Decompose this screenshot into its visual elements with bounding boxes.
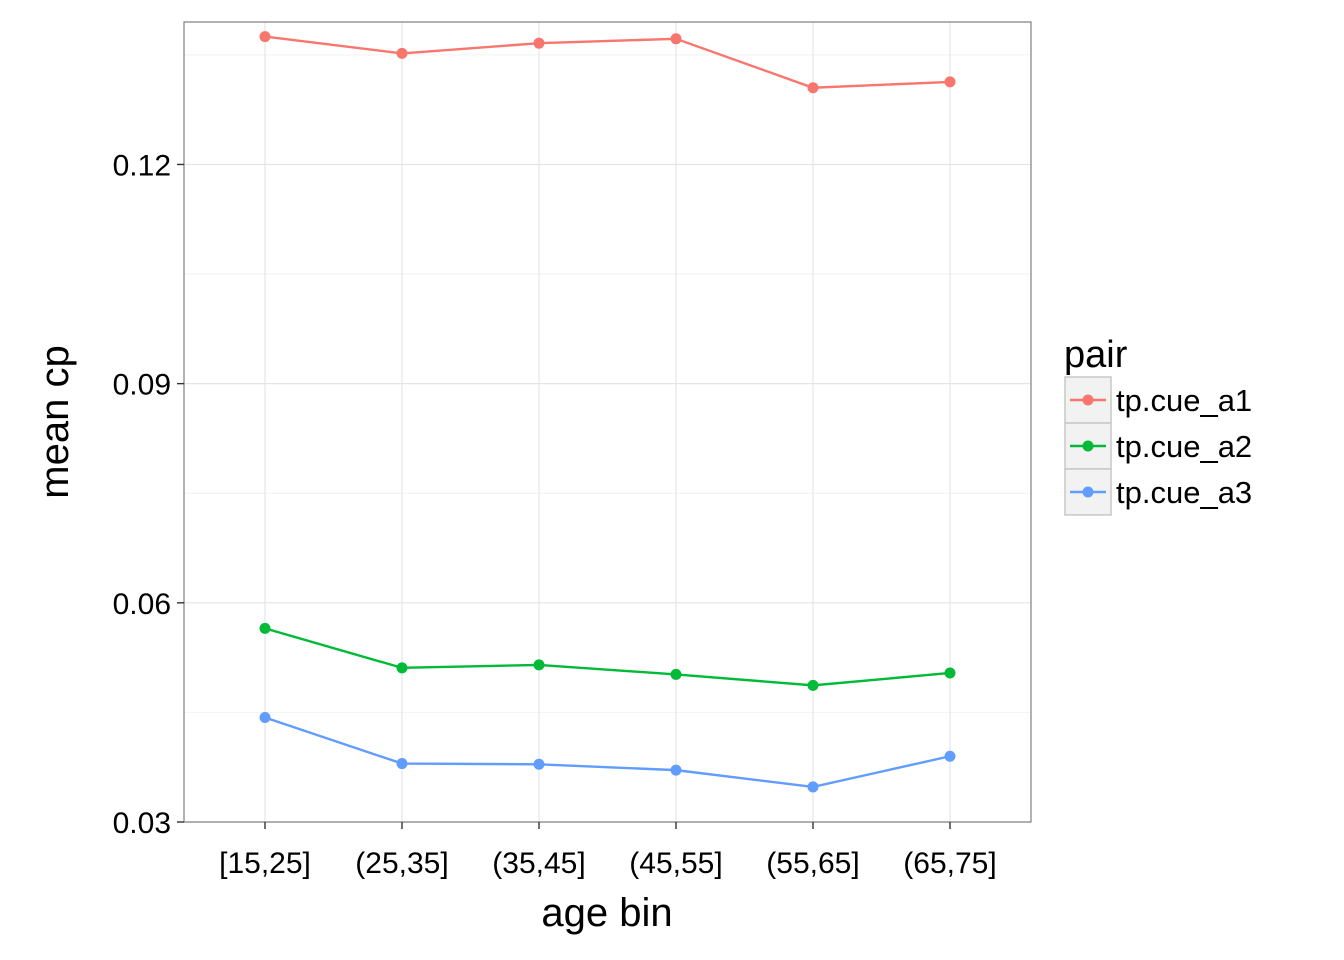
data-point xyxy=(259,712,271,724)
panel-border xyxy=(183,21,1032,823)
y-tick-labels: 0.03 0.06 0.09 0.12 xyxy=(113,149,171,840)
y-tick-label: 0.06 xyxy=(113,588,171,621)
legend-items: tp.cue_a1 tp.cue_a2 tp.cue_a3 xyxy=(1064,376,1252,516)
legend-label: tp.cue_a1 xyxy=(1116,383,1252,418)
x-tick-label: (45,55] xyxy=(629,847,722,880)
x-tick-label: (25,35] xyxy=(355,847,448,880)
data-point xyxy=(944,667,956,679)
y-axis-title: mean cp xyxy=(33,345,77,498)
grid-minor xyxy=(184,54,1031,713)
data-point xyxy=(944,76,956,88)
legend-key-point xyxy=(1082,394,1094,406)
legend-key-point xyxy=(1082,440,1094,452)
series-line xyxy=(264,716,951,789)
data-point xyxy=(259,31,271,43)
panel-background xyxy=(184,22,1031,822)
data-point xyxy=(533,37,545,49)
y-tick-label: 0.03 xyxy=(113,807,171,840)
x-tick-label: (35,45] xyxy=(492,847,585,880)
legend-title: pair xyxy=(1064,334,1128,376)
series-line xyxy=(264,627,951,687)
legend-label: tp.cue_a3 xyxy=(1116,475,1252,510)
data-point xyxy=(670,764,682,776)
data-point xyxy=(396,47,408,59)
data-point xyxy=(670,668,682,680)
data-point xyxy=(807,781,819,793)
data-point xyxy=(670,33,682,45)
series-line xyxy=(264,35,951,89)
data-point xyxy=(807,679,819,691)
x-tick-label: (65,75] xyxy=(903,847,996,880)
x-tick-label: (55,65] xyxy=(766,847,859,880)
legend-key-point xyxy=(1082,486,1094,498)
axis-ticks xyxy=(177,163,951,829)
y-tick-label: 0.12 xyxy=(113,149,171,182)
data-point xyxy=(259,622,271,634)
data-point xyxy=(533,758,545,770)
legend: pair tp.cue_a1 tp.cue_a2 tp.cue_a3 xyxy=(1064,334,1252,516)
data-point xyxy=(944,750,956,762)
series-layer xyxy=(259,31,956,793)
data-point xyxy=(396,662,408,674)
data-point xyxy=(396,758,408,770)
data-point xyxy=(807,82,819,94)
data-point xyxy=(533,659,545,671)
x-tick-labels: [15,25] (25,35] (35,45] (45,55] (55,65] (65,7… xyxy=(219,847,997,880)
legend-label: tp.cue_a2 xyxy=(1116,429,1252,464)
x-axis-title: age bin xyxy=(541,891,672,935)
y-tick-label: 0.09 xyxy=(113,369,171,402)
x-tick-label: [15,25] xyxy=(219,847,311,880)
